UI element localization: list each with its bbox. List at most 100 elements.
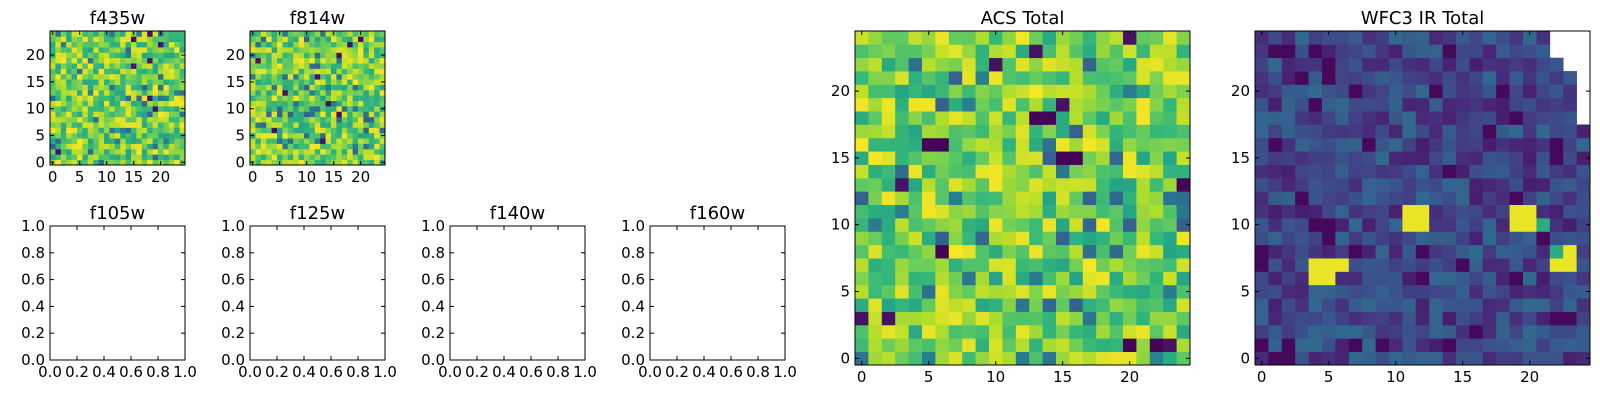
heatmap-cell [895,338,909,352]
heatmap-cell [1429,338,1443,352]
heatmap-cell [60,143,67,150]
heatmap-cell [93,57,99,64]
heatmap-cell [1402,97,1417,112]
heatmap-cell [1056,298,1070,312]
heatmap-cell [1176,151,1191,165]
heatmap-cell [1496,311,1510,326]
heatmap-cell [855,97,869,112]
heatmap-cell [352,138,359,144]
heatmap-cell [114,100,121,107]
heatmap-cell [1362,338,1376,352]
heatmap-cell [1442,204,1457,219]
heatmap-cell [379,95,386,102]
heatmap-cell [141,68,148,75]
heatmap-cell [66,84,72,91]
heatmap-cell [109,89,116,96]
heatmap-cell [922,258,936,272]
heatmap-cell [1509,258,1524,272]
heatmap-cell [1123,284,1137,299]
heatmap-cell [1429,151,1443,165]
heatmap-cell [1123,244,1137,259]
heatmap-cell [1523,57,1537,72]
heatmap-cell [1149,177,1164,192]
heatmap-cell [331,116,337,123]
heatmap-cell [271,116,278,123]
heatmap-cell [1042,311,1057,326]
heatmap-cell [1281,311,1296,326]
heatmap-cell [363,148,370,155]
heatmap-cell [935,311,950,326]
heatmap-cell [320,79,326,85]
heatmap-cell [1136,284,1151,299]
heatmap-cell [1042,137,1057,152]
x-tick-label: 10 [297,168,316,186]
heatmap-cell [66,127,72,134]
heatmap-cell [1082,351,1097,366]
heatmap-cell [948,177,963,192]
heatmap-cell [304,73,310,80]
heatmap-cell [141,47,148,53]
heatmap-cell [131,95,137,102]
heatmap-cell [1549,244,1564,259]
heatmap-cell [962,164,976,179]
heatmap-cell [1375,97,1390,112]
heatmap-cell [1295,164,1309,179]
heatmap-cell [908,204,923,219]
heatmap-cell [368,143,375,150]
heatmap-cell [948,284,963,299]
heatmap-cell [98,31,105,37]
heatmap-cell [855,31,869,45]
heatmap-cell [347,68,353,75]
heatmap-cell [922,324,936,339]
heatmap-cell [163,143,170,150]
heatmap-cell [1536,204,1551,219]
heatmap-cell [379,111,386,118]
heatmap-cell [1469,177,1484,192]
heatmap-cell [55,116,62,123]
heatmap-cell [331,57,337,64]
heatmap-cell [293,138,299,144]
heatmap-cell [1281,97,1296,112]
heatmap-cell [1322,324,1336,339]
heatmap-cell [55,84,62,91]
heatmap-cell [341,95,348,102]
heatmap-cell [147,116,153,123]
heatmap-cell [1176,338,1191,352]
heatmap-cell [1015,97,1030,112]
heatmap-cell [55,52,62,59]
heatmap-cell [55,148,62,155]
heatmap-cell [1176,164,1191,179]
heatmap-cell [868,84,883,99]
heatmap-cell [1509,84,1524,99]
heatmap-cell [266,148,272,155]
heatmap-cell [352,143,359,150]
heatmap-cell [935,84,950,99]
heatmap-cell [347,41,353,48]
heatmap-cell [282,31,289,37]
heatmap-cell [174,148,180,155]
heatmap-cell [1176,351,1191,366]
heatmap-cell [347,57,353,64]
heatmap-cell [1308,218,1323,232]
heatmap-cell [935,31,950,45]
heatmap-cell [158,127,164,134]
heatmap-cell [168,143,175,150]
heatmap-cell [336,159,343,166]
heatmap-cell [260,89,267,96]
heatmap-cell [1255,258,1269,272]
heatmap-cell [948,218,963,232]
heatmap-cell [1015,124,1030,139]
heatmap-cell [935,177,950,192]
heatmap-cell [1268,204,1283,219]
heatmap-cell [1281,191,1296,206]
heatmap-cell [1295,204,1309,219]
heatmap-cell [1523,271,1537,286]
heatmap-cell [336,84,343,91]
heatmap-cell [1295,111,1309,125]
heatmap-cell [98,154,105,160]
heatmap-cell [282,73,289,80]
heatmap-cell [1536,338,1551,352]
heatmap-cell [325,31,332,37]
heatmap-cell [260,63,267,69]
heatmap-cell [352,68,359,75]
